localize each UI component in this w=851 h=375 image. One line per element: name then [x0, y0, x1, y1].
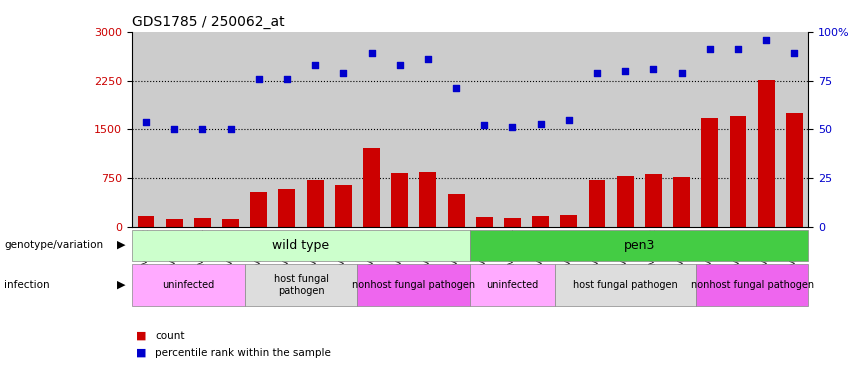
Point — [168, 126, 181, 132]
Text: ■: ■ — [136, 348, 146, 357]
Text: infection: infection — [4, 280, 50, 290]
Text: count: count — [155, 331, 185, 340]
Bar — [222, 219, 239, 227]
Point — [787, 50, 801, 56]
Bar — [696, 264, 808, 306]
Bar — [560, 215, 577, 227]
Bar — [729, 116, 746, 227]
Bar — [555, 264, 696, 306]
Bar — [357, 264, 470, 306]
Point — [196, 126, 209, 132]
Bar — [132, 230, 470, 261]
Text: wild type: wild type — [272, 238, 329, 252]
Point — [562, 117, 575, 123]
Bar — [278, 189, 295, 227]
Bar — [335, 185, 351, 227]
Bar — [470, 230, 808, 261]
Text: ▶: ▶ — [117, 240, 125, 250]
Point — [591, 70, 604, 76]
Text: nonhost fungal pathogen: nonhost fungal pathogen — [690, 280, 814, 290]
Text: ▶: ▶ — [117, 280, 125, 290]
Text: nonhost fungal pathogen: nonhost fungal pathogen — [352, 280, 476, 290]
Bar — [194, 218, 211, 227]
Bar — [166, 219, 183, 227]
Point — [505, 124, 519, 130]
Point — [140, 118, 153, 124]
Text: host fungal pathogen: host fungal pathogen — [573, 280, 677, 290]
Bar — [786, 113, 802, 227]
Bar — [532, 216, 549, 227]
Text: percentile rank within the sample: percentile rank within the sample — [155, 348, 331, 357]
Point — [675, 70, 688, 76]
Bar — [132, 264, 245, 306]
Point — [280, 76, 294, 82]
Bar — [448, 194, 465, 227]
Text: uninfected: uninfected — [486, 280, 539, 290]
Bar — [476, 217, 493, 227]
Bar — [701, 118, 718, 227]
Bar — [245, 264, 357, 306]
Point — [421, 56, 435, 62]
Point — [224, 126, 237, 132]
Bar — [391, 173, 408, 227]
Bar — [673, 177, 690, 227]
Point — [336, 70, 350, 76]
Point — [731, 46, 745, 53]
Bar — [363, 148, 380, 227]
Bar — [470, 264, 555, 306]
Point — [252, 76, 266, 82]
Text: ■: ■ — [136, 331, 146, 340]
Bar — [306, 180, 323, 227]
Point — [759, 37, 773, 43]
Bar — [645, 174, 662, 227]
Bar — [250, 192, 267, 227]
Point — [365, 50, 379, 56]
Point — [393, 62, 407, 68]
Text: genotype/variation: genotype/variation — [4, 240, 103, 250]
Point — [308, 62, 322, 68]
Bar — [420, 172, 437, 227]
Bar — [504, 218, 521, 227]
Point — [477, 123, 491, 129]
Text: uninfected: uninfected — [163, 280, 214, 290]
Text: pen3: pen3 — [624, 238, 655, 252]
Point — [703, 46, 717, 53]
Text: host fungal
pathogen: host fungal pathogen — [273, 274, 328, 296]
Bar — [757, 80, 774, 227]
Point — [449, 86, 463, 92]
Point — [647, 66, 660, 72]
Bar — [589, 180, 606, 227]
Point — [619, 68, 632, 74]
Point — [534, 120, 547, 126]
Bar — [617, 176, 634, 227]
Text: GDS1785 / 250062_at: GDS1785 / 250062_at — [132, 15, 284, 30]
Bar — [138, 216, 154, 227]
